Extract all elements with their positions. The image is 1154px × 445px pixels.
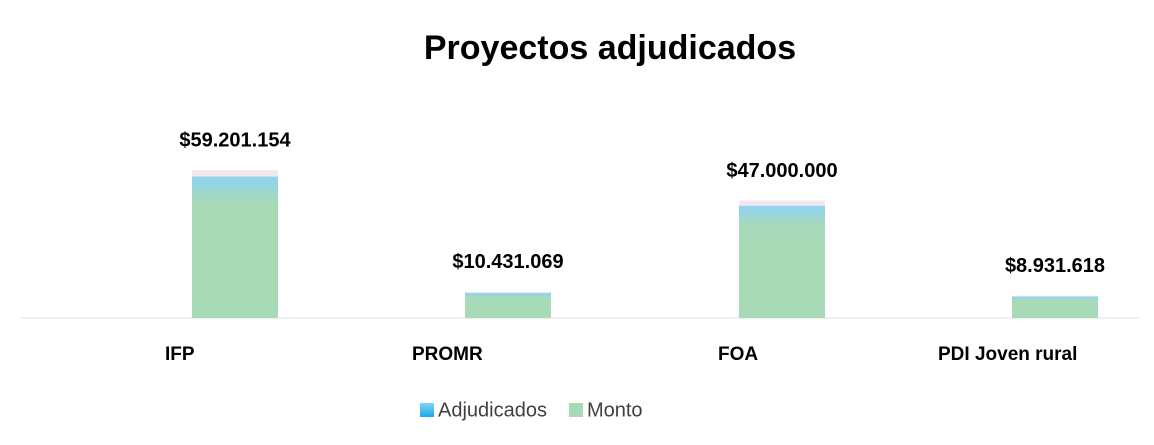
legend-swatch (420, 403, 434, 417)
x-tick-label: FOA (718, 344, 758, 365)
x-tick-label: PROMR (412, 344, 483, 365)
data-label: $10.431.069 (452, 251, 563, 273)
chart-title: Proyectos adjudicados (424, 29, 796, 67)
legend-label: Monto (587, 399, 643, 421)
data-label: $59.201.154 (179, 129, 291, 151)
x-tick-label: PDI Joven rural (938, 344, 1077, 365)
bar (739, 200, 825, 318)
bar (192, 170, 278, 318)
legend-swatch (568, 403, 583, 417)
bar (465, 291, 551, 318)
data-label: $8.931.618 (1005, 255, 1105, 277)
bar (1012, 295, 1098, 318)
data-label: $47.000.000 (726, 160, 837, 182)
legend-label: Adjudicados (438, 399, 547, 421)
x-tick-label: IFP (165, 344, 195, 365)
